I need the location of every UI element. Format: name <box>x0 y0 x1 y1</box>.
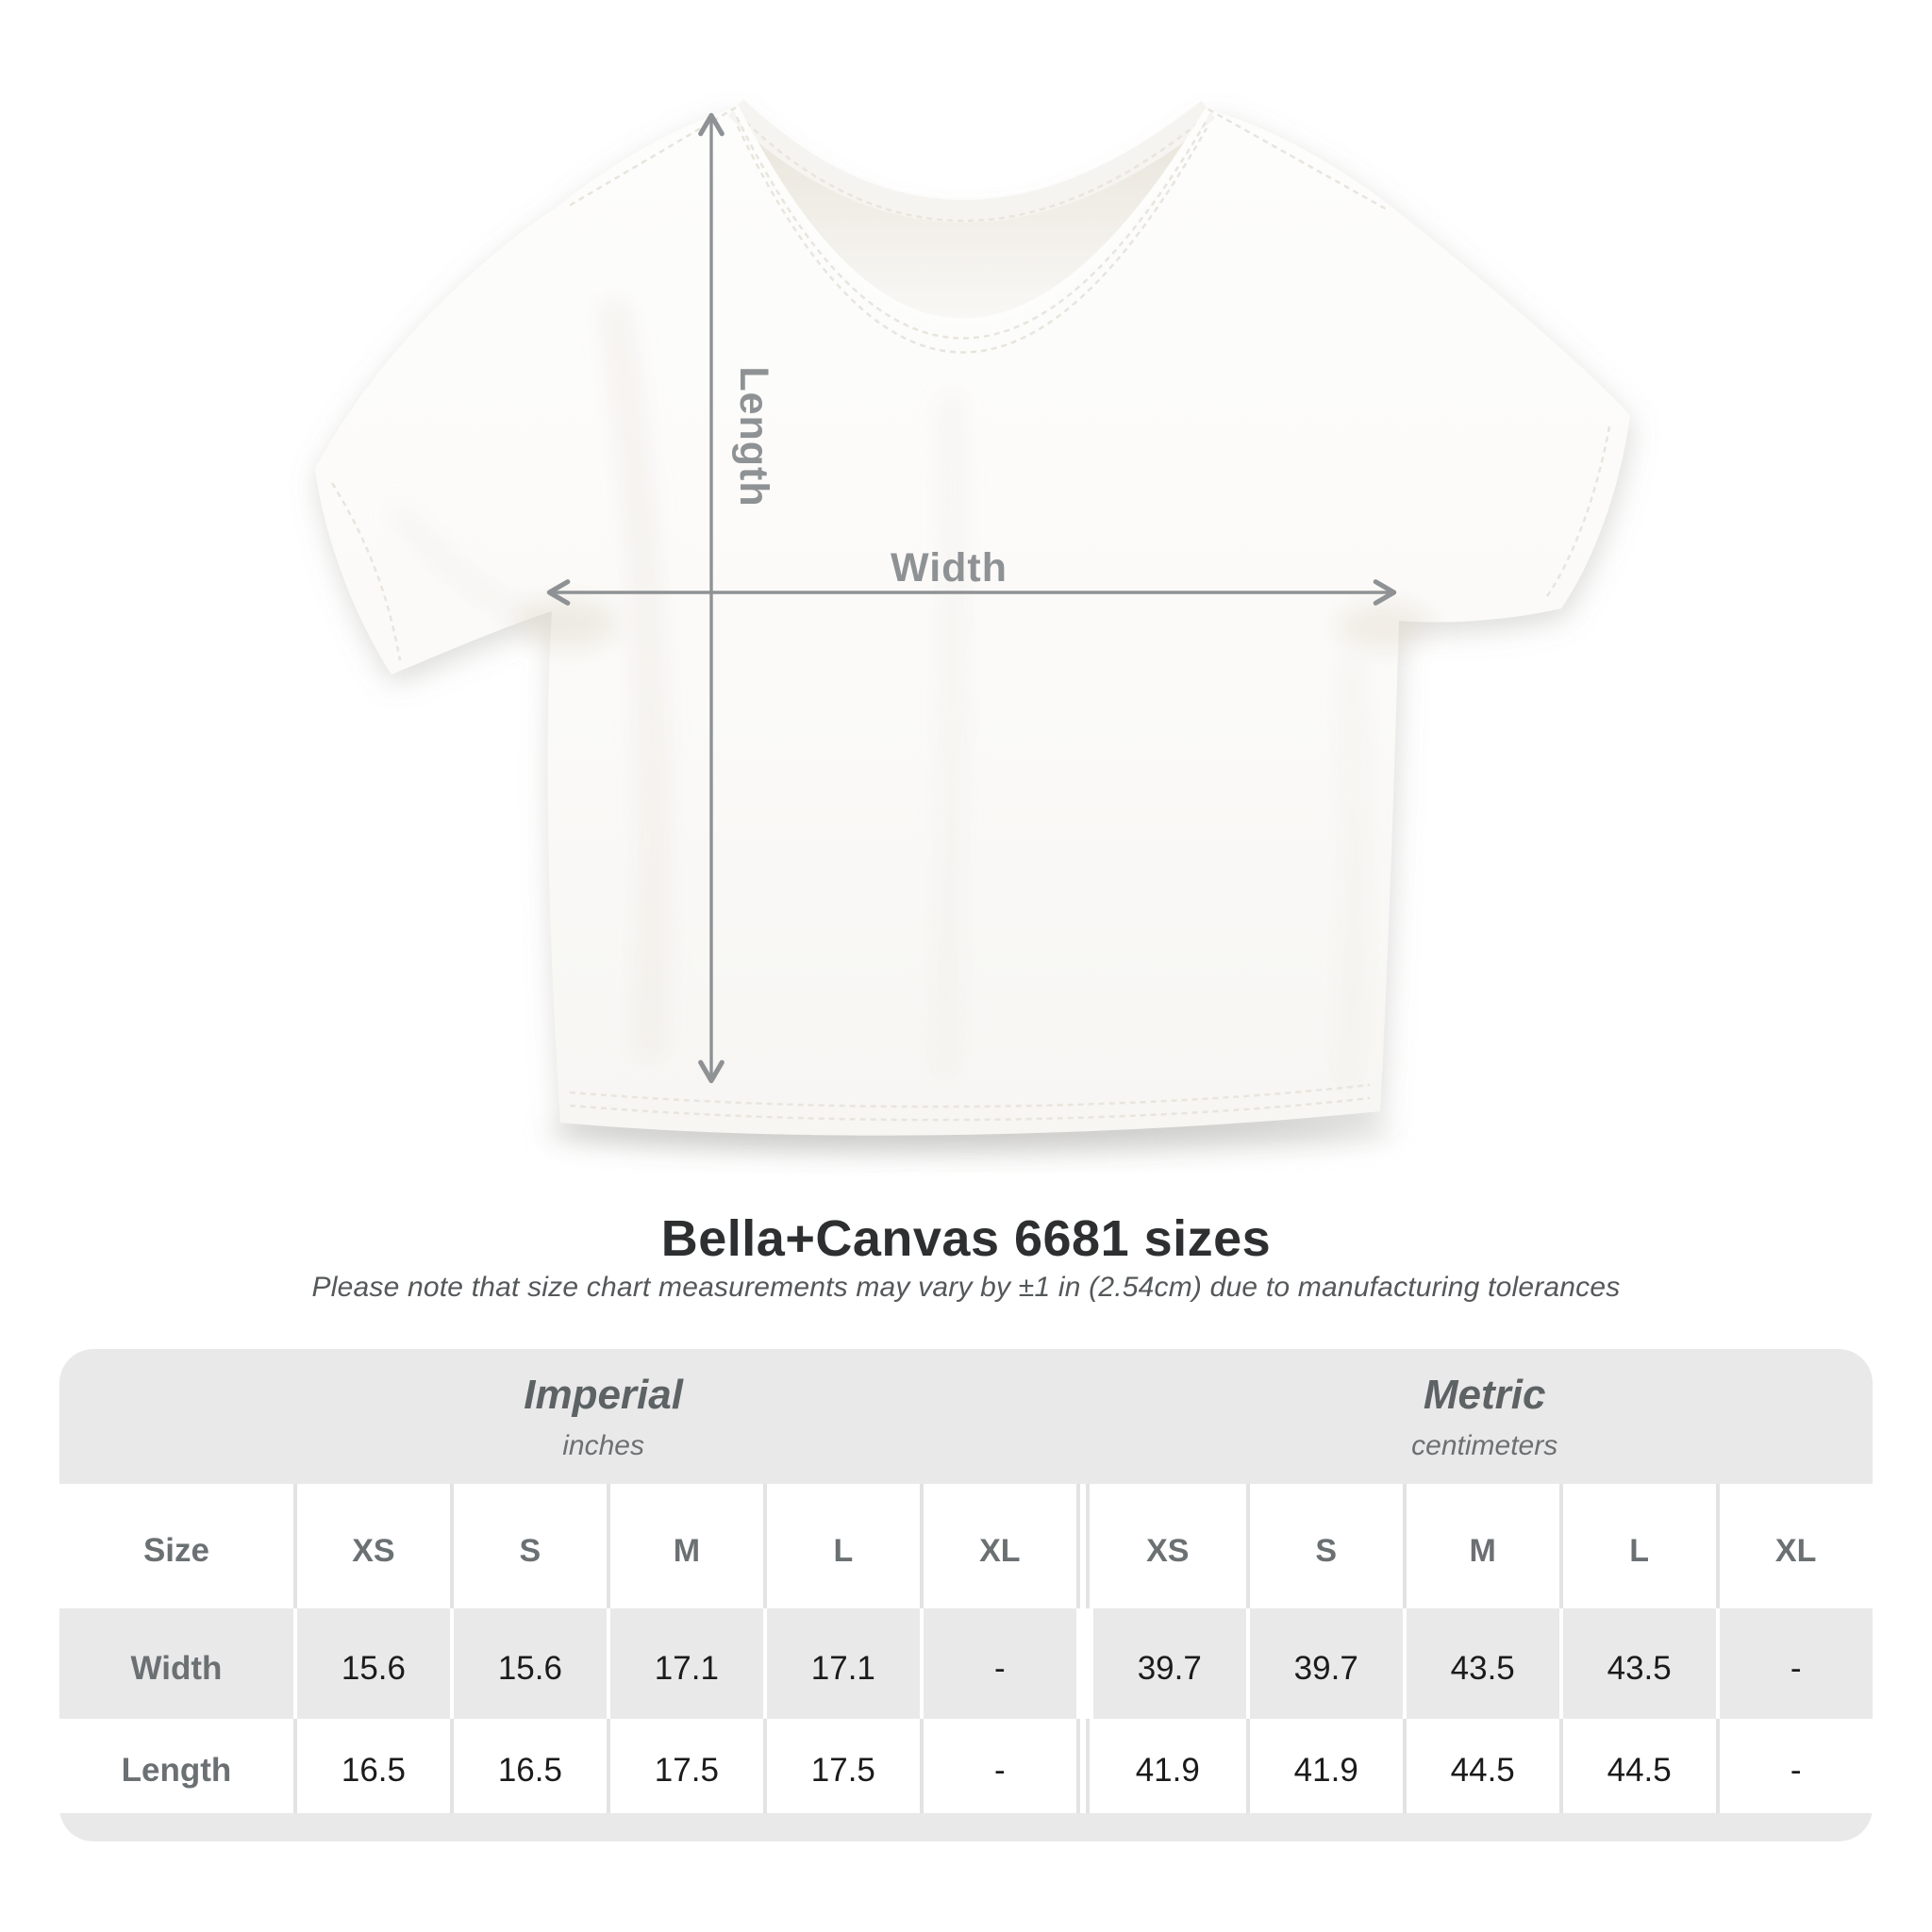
measurement-value: 15.6 <box>292 1608 450 1719</box>
measurement-value: 44.5 <box>1402 1719 1559 1813</box>
measurement-value: 17.1 <box>606 1608 763 1719</box>
measurement-value: 17.1 <box>762 1608 920 1719</box>
size-column-header: S <box>1245 1484 1403 1608</box>
measurement-value: 39.7 <box>1245 1608 1403 1719</box>
measurement-value: - <box>1715 1608 1873 1719</box>
metric-section-header: Metric centimeters <box>1411 1372 1557 1462</box>
size-column-header: M <box>606 1484 763 1608</box>
size-header-row: Size XS S M L XL XS S M L XL <box>59 1484 1873 1608</box>
neckline <box>565 99 1388 354</box>
length-row-label: Length <box>121 1752 232 1789</box>
units-header-band: Imperial inches Metric centimeters <box>59 1349 1873 1484</box>
length-row: Length 16.5 16.5 17.5 17.5-41.9 41.9 44.5 44.5- <box>59 1719 1873 1813</box>
measurement-value: 41.9 <box>1135 1752 1200 1789</box>
measurement-value: 17.5 <box>762 1719 920 1813</box>
fabric-shading <box>390 183 1432 1086</box>
metric-unit-label: centimeters <box>1411 1429 1558 1461</box>
seam-stitching <box>330 425 1611 1122</box>
size-column-header: S <box>449 1484 607 1608</box>
width-arrow-label: Width <box>891 545 1008 591</box>
measurement-value: - <box>1715 1719 1873 1813</box>
size-column-header: XS <box>1146 1532 1190 1569</box>
tolerance-note: Please note that size chart measurements… <box>311 1272 1621 1303</box>
measurement-value: 16.5 <box>449 1719 607 1813</box>
size-table: Imperial inches Metric centimeters Size X… <box>59 1349 1873 1841</box>
size-header-cell: Size <box>142 1532 209 1569</box>
imperial-section-header: Imperial inches <box>524 1372 683 1462</box>
size-column-header: XL <box>1715 1484 1873 1608</box>
imperial-label: Imperial <box>524 1371 683 1418</box>
section-divider <box>1075 1719 1090 1813</box>
measurement-value: 39.7 <box>1089 1608 1246 1719</box>
size-column-header: L <box>1558 1484 1716 1608</box>
size-column-header: L <box>762 1484 920 1608</box>
length-arrow-label: Length <box>731 366 776 507</box>
page-title: Bella+Canvas 6681 sizes <box>660 1210 1272 1267</box>
measurement-value: 15.6 <box>449 1608 607 1719</box>
size-column-header: XL <box>919 1484 1076 1608</box>
table-footer-band <box>59 1813 1873 1841</box>
measurement-value: 16.5 <box>292 1719 450 1813</box>
section-divider <box>1075 1484 1090 1608</box>
metric-label: Metric <box>1423 1371 1546 1418</box>
measurement-value: 17.5 <box>606 1719 763 1813</box>
width-row-label: Width <box>130 1649 223 1687</box>
imperial-unit-label: inches <box>562 1429 644 1461</box>
size-column-header: XS <box>292 1484 450 1608</box>
measurement-value: 43.5 <box>1402 1608 1559 1719</box>
section-divider <box>1075 1608 1090 1719</box>
size-column-header: M <box>1402 1484 1559 1608</box>
width-row: Width 15.6 15.6 17.1 17.1-39.7 39.7 43.5 43.5- <box>59 1608 1873 1719</box>
measurement-value: - <box>919 1608 1076 1719</box>
measurement-value: 44.5 <box>1558 1719 1716 1813</box>
measurement-value: - <box>919 1719 1076 1813</box>
tshirt-figure: Length Width <box>315 99 1630 1155</box>
measurement-value: 43.5 <box>1558 1608 1716 1719</box>
measurement-value: 41.9 <box>1245 1719 1403 1813</box>
